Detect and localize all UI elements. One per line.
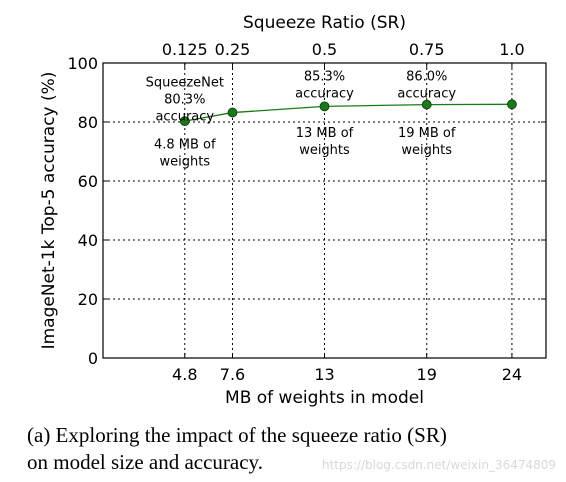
- data-point: [319, 101, 330, 112]
- annotation-text: weights: [299, 143, 350, 158]
- x-tick-label: 7.6: [220, 365, 245, 384]
- y-tick-label: 20: [78, 290, 98, 309]
- top-tick-label: 1.0: [499, 40, 524, 59]
- x-axis-title: MB of weights in model: [225, 388, 424, 408]
- annotation-text: 4.8 MB of: [154, 138, 216, 153]
- y-tick-label: 60: [78, 172, 98, 191]
- top-tick-label: 0.5: [312, 40, 337, 59]
- y-tick-label: 40: [78, 231, 98, 250]
- y-tick-label: 80: [78, 113, 98, 132]
- data-point: [421, 99, 432, 110]
- grid: [103, 63, 546, 358]
- annotation-text: accuracy: [155, 110, 214, 125]
- x-tick-label: 4.8: [172, 365, 197, 384]
- series: [179, 99, 517, 127]
- annotation-text: accuracy: [295, 87, 354, 102]
- annotations: SqueezeNet 80.3% accuracy 4.8 MB of weights 8…: [146, 70, 457, 170]
- annotation-text: SqueezeNet: [146, 76, 224, 91]
- ticks: 4.8 0.125 7.6 0.25 13 0.5 19 0.75 24 1.0 0 20 40 60 80…: [67, 40, 546, 384]
- annotation-text: accuracy: [397, 87, 456, 102]
- annotation-text: weights: [401, 143, 452, 158]
- annotation-text: weights: [159, 155, 210, 170]
- x-tick-label: 19: [417, 365, 437, 384]
- caption-line-1: (a) Exploring the impact of the squeeze …: [27, 423, 447, 447]
- top-tick-label: 0.25: [215, 40, 251, 59]
- top-axis-title: Squeeze Ratio (SR): [243, 13, 406, 33]
- x-tick-label: 13: [314, 365, 334, 384]
- y-tick-label: 0: [88, 349, 98, 368]
- data-point: [227, 107, 238, 118]
- top-tick-label: 0.125: [162, 40, 208, 59]
- caption-line-2: on model size and accuracy.: [27, 450, 263, 474]
- y-axis-title: ImageNet-1k Top-5 accuracy (%): [39, 72, 59, 350]
- annotation-text: 13 MB of: [296, 126, 354, 141]
- top-tick-label: 0.75: [409, 40, 445, 59]
- data-point: [179, 116, 190, 127]
- plot-frame: [102, 62, 547, 359]
- y-tick-label: 100: [67, 54, 98, 73]
- watermark: https://blog.csdn.net/weixin_36474809: [322, 458, 556, 472]
- annotation-text: 19 MB of: [398, 126, 456, 141]
- annotation-text: 80.3%: [164, 93, 205, 108]
- annotation-text: 86.0%: [406, 70, 447, 85]
- data-point: [507, 99, 517, 110]
- x-tick-label: 24: [502, 365, 522, 384]
- annotation-text: 85.3%: [304, 70, 345, 85]
